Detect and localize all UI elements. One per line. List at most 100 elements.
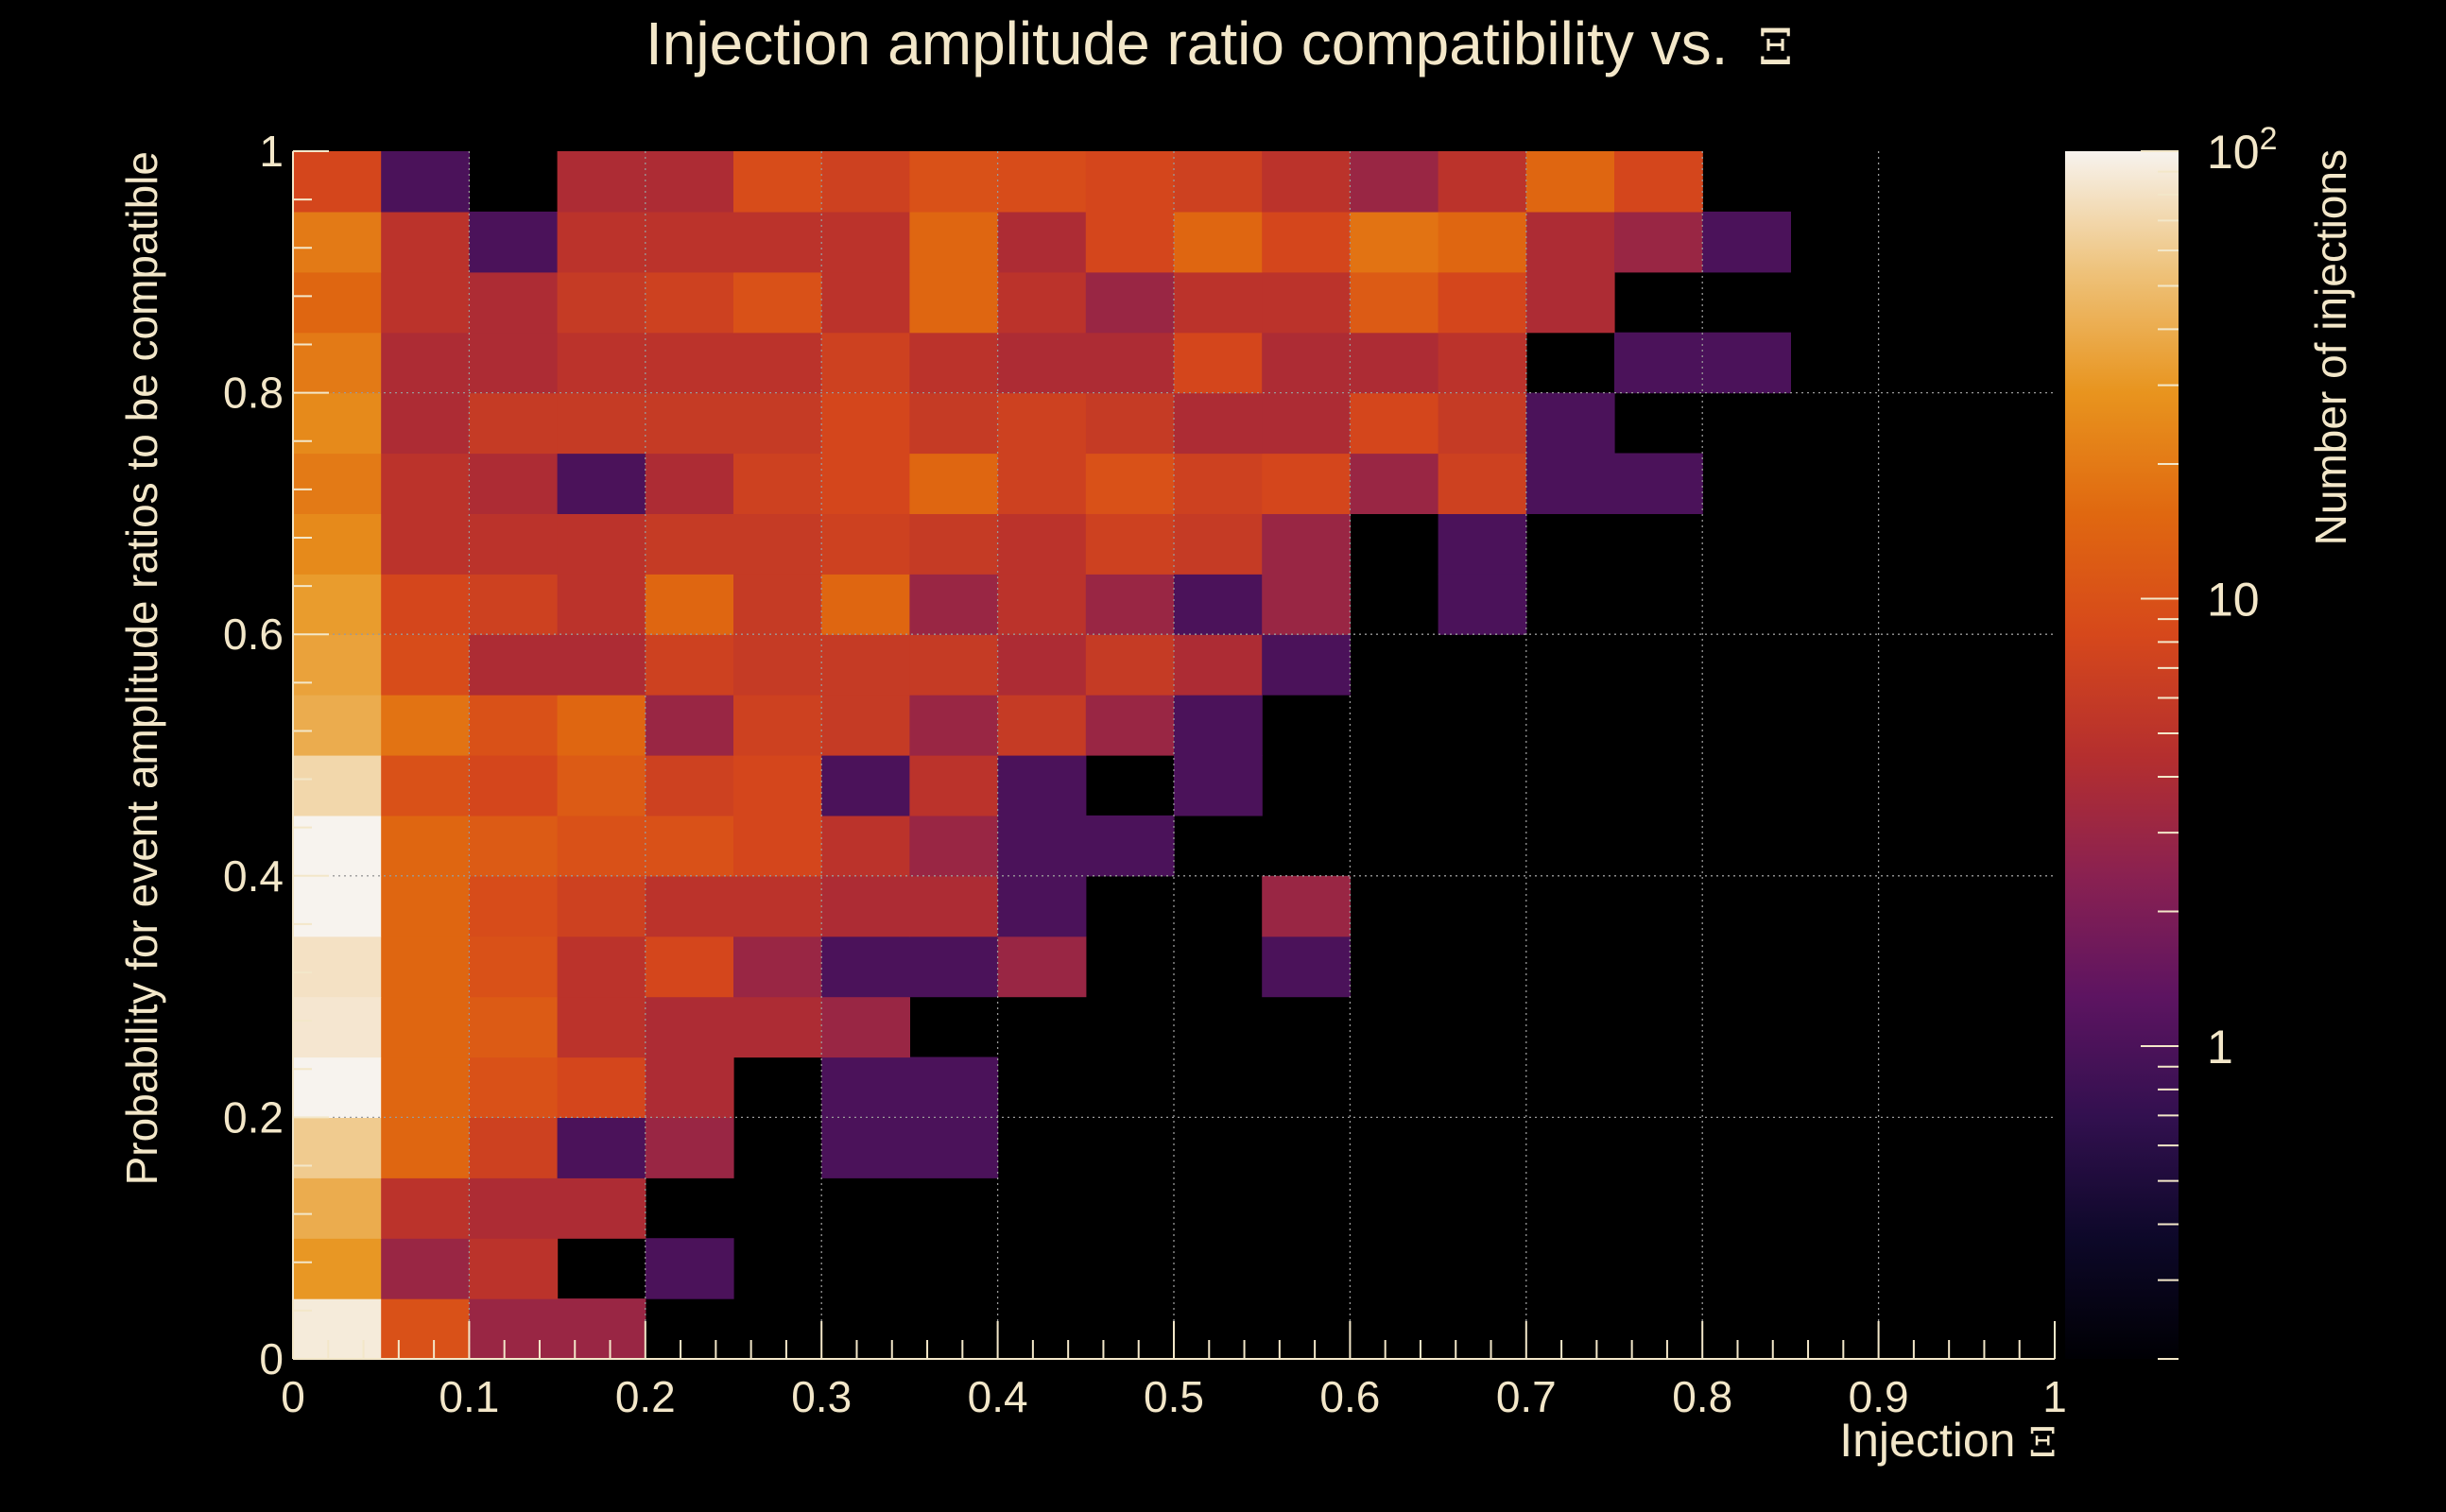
x-tick-label: 0.1 [439, 1372, 499, 1421]
heatmap-cell [557, 574, 646, 635]
heatmap-cell [1702, 211, 1791, 273]
heatmap-cell [381, 574, 470, 635]
heatmap-cell [909, 332, 999, 394]
heatmap-cell [1438, 211, 1527, 273]
heatmap-cell [1350, 271, 1439, 334]
heatmap-cell [1350, 151, 1439, 213]
heatmap-cell [293, 695, 382, 756]
heatmap-cell [645, 755, 734, 816]
heatmap-cell [557, 151, 646, 213]
heatmap-cell [1438, 574, 1527, 635]
heatmap-cell [733, 634, 822, 696]
heatmap-cell [381, 271, 470, 334]
heatmap-cell [381, 1238, 470, 1299]
heatmap-cell [1262, 271, 1351, 334]
heatmap-cell [1350, 332, 1439, 394]
x-tick-label: 0.5 [1144, 1372, 1204, 1421]
heatmap-cell [1525, 453, 1615, 514]
heatmap-cell [821, 695, 910, 756]
heatmap-cell [821, 936, 910, 998]
heatmap-cell [733, 695, 822, 756]
heatmap-cell [909, 936, 999, 998]
heatmap-cell [733, 875, 822, 937]
heatmap-cell [733, 755, 822, 816]
heatmap-cell [821, 211, 910, 273]
y-tick-label: 0.8 [223, 369, 284, 418]
heatmap-cell [1525, 211, 1615, 273]
heatmap-cell [1438, 151, 1527, 213]
x-tick-label: 0.6 [1319, 1372, 1380, 1421]
heatmap-cell [733, 332, 822, 394]
heatmap-cell [909, 151, 999, 213]
heatmap-cell [645, 151, 734, 213]
heatmap-cell [293, 1298, 382, 1360]
heatmap-cell [469, 996, 559, 1058]
x-tick-label: 0.9 [1849, 1372, 1909, 1421]
heatmap-cell [1085, 151, 1175, 213]
heatmap-cell [909, 755, 999, 816]
heatmap-cell [557, 1057, 646, 1118]
heatmap-cell [557, 875, 646, 937]
heatmap-cell [381, 332, 470, 394]
heatmap-cell [469, 453, 559, 514]
heatmap-cell [821, 271, 910, 334]
heatmap-cell [997, 151, 1087, 213]
heatmap-cell [733, 151, 822, 213]
heatmap-cell [1174, 271, 1263, 334]
heatmap-cell [645, 513, 734, 575]
heatmap-cell [469, 1238, 559, 1299]
heatmap-cell [645, 453, 734, 514]
heatmap-cell [293, 815, 382, 877]
heatmap-cell [909, 211, 999, 273]
heatmap-cell [557, 211, 646, 273]
heatmap-cell [557, 695, 646, 756]
heatmap-cell [1262, 574, 1351, 635]
heatmap-cell [1085, 513, 1175, 575]
heatmap-cell [821, 513, 910, 575]
heatmap-cell [293, 936, 382, 998]
heatmap-cell [645, 1057, 734, 1118]
x-axis-label: Injection Ξ [1839, 1414, 2057, 1467]
y-tick-label: 0.2 [223, 1092, 284, 1142]
heatmap-cell [645, 1238, 734, 1299]
heatmap-cell [1525, 271, 1615, 334]
heatmap-cell [733, 815, 822, 877]
heatmap-cell [557, 1177, 646, 1239]
heatmap-cell [293, 211, 382, 273]
heatmap-cell [1438, 332, 1527, 394]
heatmap-cell [381, 1057, 470, 1118]
heatmap-cell [733, 211, 822, 273]
x-tick-label: 0 [281, 1372, 305, 1421]
heatmap-cell [293, 634, 382, 696]
axes: 0 0.1 0.2 0.3 0.4 0.5 0.6 0.7 0.8 0.9 1 0 0.2 0.4 0.6 0… [223, 127, 2067, 1421]
heatmap-cell [469, 695, 559, 756]
heatmap-cell [469, 211, 559, 273]
heatmap-cell [293, 996, 382, 1058]
heatmap-cell [821, 634, 910, 696]
heatmap-cell [293, 1238, 382, 1299]
heatmap-cell [1702, 332, 1791, 394]
heatmap-cell [645, 332, 734, 394]
heatmap-cell [557, 936, 646, 998]
heatmap-cell [293, 151, 382, 213]
colorbar-tick-label: 102 [2207, 121, 2278, 179]
heatmap-cell [293, 875, 382, 937]
heatmap-cell [293, 453, 382, 514]
heatmap-cell [997, 453, 1087, 514]
heatmap-cell [1085, 695, 1175, 756]
heatmap-cell [821, 332, 910, 394]
heatmap-cell [821, 996, 910, 1058]
heatmap-cell [557, 815, 646, 877]
y-tick-label: 1 [259, 127, 284, 176]
heatmap-cell [821, 755, 910, 816]
heatmap-cell [733, 392, 822, 455]
heatmap-cell [1262, 211, 1351, 273]
heatmap-cell [1262, 332, 1351, 394]
heatmap-cell [381, 453, 470, 514]
heatmap-cell [1614, 332, 1703, 394]
heatmap-cell [381, 634, 470, 696]
heatmap-cell [1614, 453, 1703, 514]
heatmap-cell [645, 392, 734, 455]
heatmap-cell [1174, 695, 1263, 756]
heatmap-cell [1174, 513, 1263, 575]
